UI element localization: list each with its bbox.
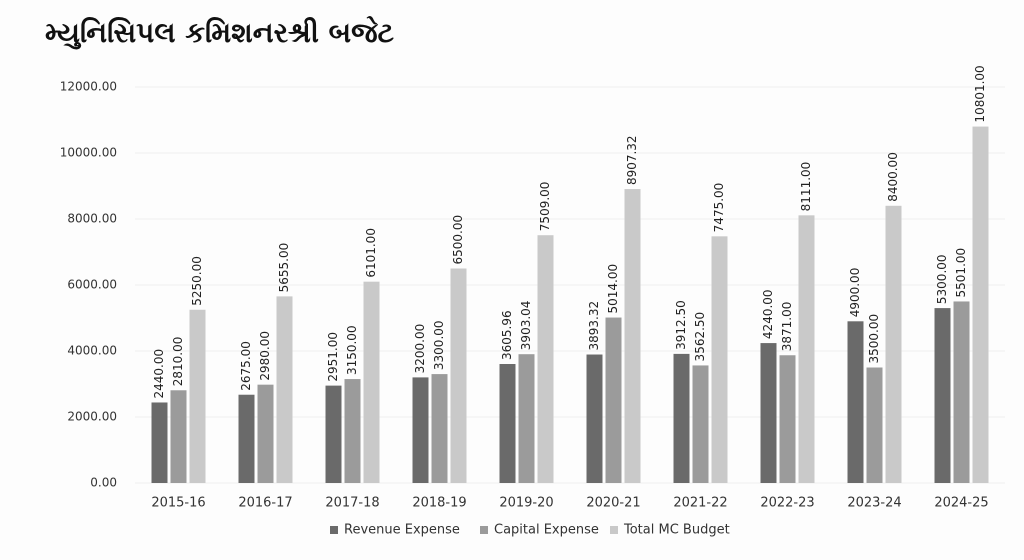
bar: [189, 309, 206, 483]
value-label: 3871.00: [780, 302, 794, 352]
value-label: 4900.00: [848, 268, 862, 318]
x-tick-label: 2019-20: [499, 496, 553, 511]
x-tick-label: 2020-21: [586, 496, 640, 511]
value-label: 3200.00: [413, 324, 427, 374]
x-tick-label: 2017-18: [325, 496, 379, 511]
value-label: 2675.00: [239, 341, 253, 391]
value-label: 3605.96: [500, 310, 514, 360]
y-tick-label: 6000.00: [67, 278, 117, 292]
value-label: 2980.00: [258, 331, 272, 381]
value-label: 7509.00: [538, 182, 552, 232]
value-label: 3500.00: [867, 314, 881, 364]
value-label: 4240.00: [761, 289, 775, 339]
bar: [238, 394, 255, 483]
value-label: 3150.00: [345, 325, 359, 375]
bar: [325, 385, 342, 483]
bar: [499, 364, 516, 483]
bar: [344, 379, 361, 483]
bar: [779, 355, 796, 483]
x-tick-label: 2018-19: [412, 496, 466, 511]
legend-label: Total MC Budget: [623, 523, 730, 538]
value-label: 2440.00: [152, 349, 166, 399]
bar: [412, 377, 429, 483]
x-tick-label: 2016-17: [238, 496, 292, 511]
bar: [431, 374, 448, 483]
value-label: 3562.50: [693, 312, 707, 362]
bar: [537, 235, 554, 483]
value-label: 10801.00: [973, 65, 987, 122]
y-tick-label: 0.00: [90, 476, 117, 490]
y-tick-label: 8000.00: [67, 212, 117, 226]
bar: [257, 384, 274, 483]
bar: [151, 402, 168, 483]
value-label: 3903.04: [519, 301, 533, 351]
x-tick-label: 2021-22: [673, 496, 727, 511]
bar: [798, 215, 815, 483]
bar: [586, 354, 603, 483]
bar: [673, 353, 690, 483]
bar: [276, 296, 293, 483]
legend-label: Capital Expense: [494, 523, 599, 538]
bar: [711, 236, 728, 483]
y-tick-label: 4000.00: [67, 344, 117, 358]
chart-title: મ્યુનિસિપલ કમિશનરશ્રી બજેટ: [45, 16, 394, 50]
bar: [847, 321, 864, 483]
bar: [363, 281, 380, 483]
bar: [624, 189, 641, 483]
bar: [450, 268, 467, 483]
value-label: 8400.00: [886, 152, 900, 202]
x-tick-label: 2015-16: [151, 496, 205, 511]
x-tick-label: 2022-23: [760, 496, 814, 511]
value-label: 3893.32: [587, 301, 601, 351]
legend-swatch: [610, 526, 618, 534]
bar: [760, 343, 777, 483]
value-label: 3300.00: [432, 320, 446, 370]
value-label: 8111.00: [799, 162, 813, 212]
bar: [885, 205, 902, 484]
value-label: 8907.32: [625, 135, 639, 185]
value-label: 5014.00: [606, 264, 620, 314]
bar: [934, 308, 951, 483]
value-label: 6101.00: [364, 228, 378, 278]
x-tick-label: 2023-24: [847, 496, 901, 511]
y-tick-label: 10000.00: [60, 146, 117, 160]
legend-label: Revenue Expense: [344, 523, 460, 538]
value-label: 3912.50: [674, 300, 688, 350]
legend-swatch: [330, 526, 338, 534]
legend-swatch: [480, 526, 488, 534]
x-tick-label: 2024-25: [934, 496, 988, 511]
value-label: 5501.00: [954, 248, 968, 298]
bar: [866, 367, 883, 483]
bar: [170, 390, 187, 483]
bar: [692, 365, 709, 483]
value-label: 2810.00: [171, 337, 185, 387]
y-tick-label: 12000.00: [60, 80, 117, 94]
value-label: 2951.00: [326, 332, 340, 382]
bar: [518, 354, 535, 483]
value-label: 5250.00: [190, 256, 204, 306]
value-label: 5300.00: [935, 254, 949, 304]
value-label: 7475.00: [712, 183, 726, 233]
bar: [972, 126, 989, 483]
value-label: 6500.00: [451, 215, 465, 265]
bar: [953, 301, 970, 483]
value-label: 5655.00: [277, 243, 291, 293]
y-tick-label: 2000.00: [67, 410, 117, 424]
bar: [605, 317, 622, 483]
